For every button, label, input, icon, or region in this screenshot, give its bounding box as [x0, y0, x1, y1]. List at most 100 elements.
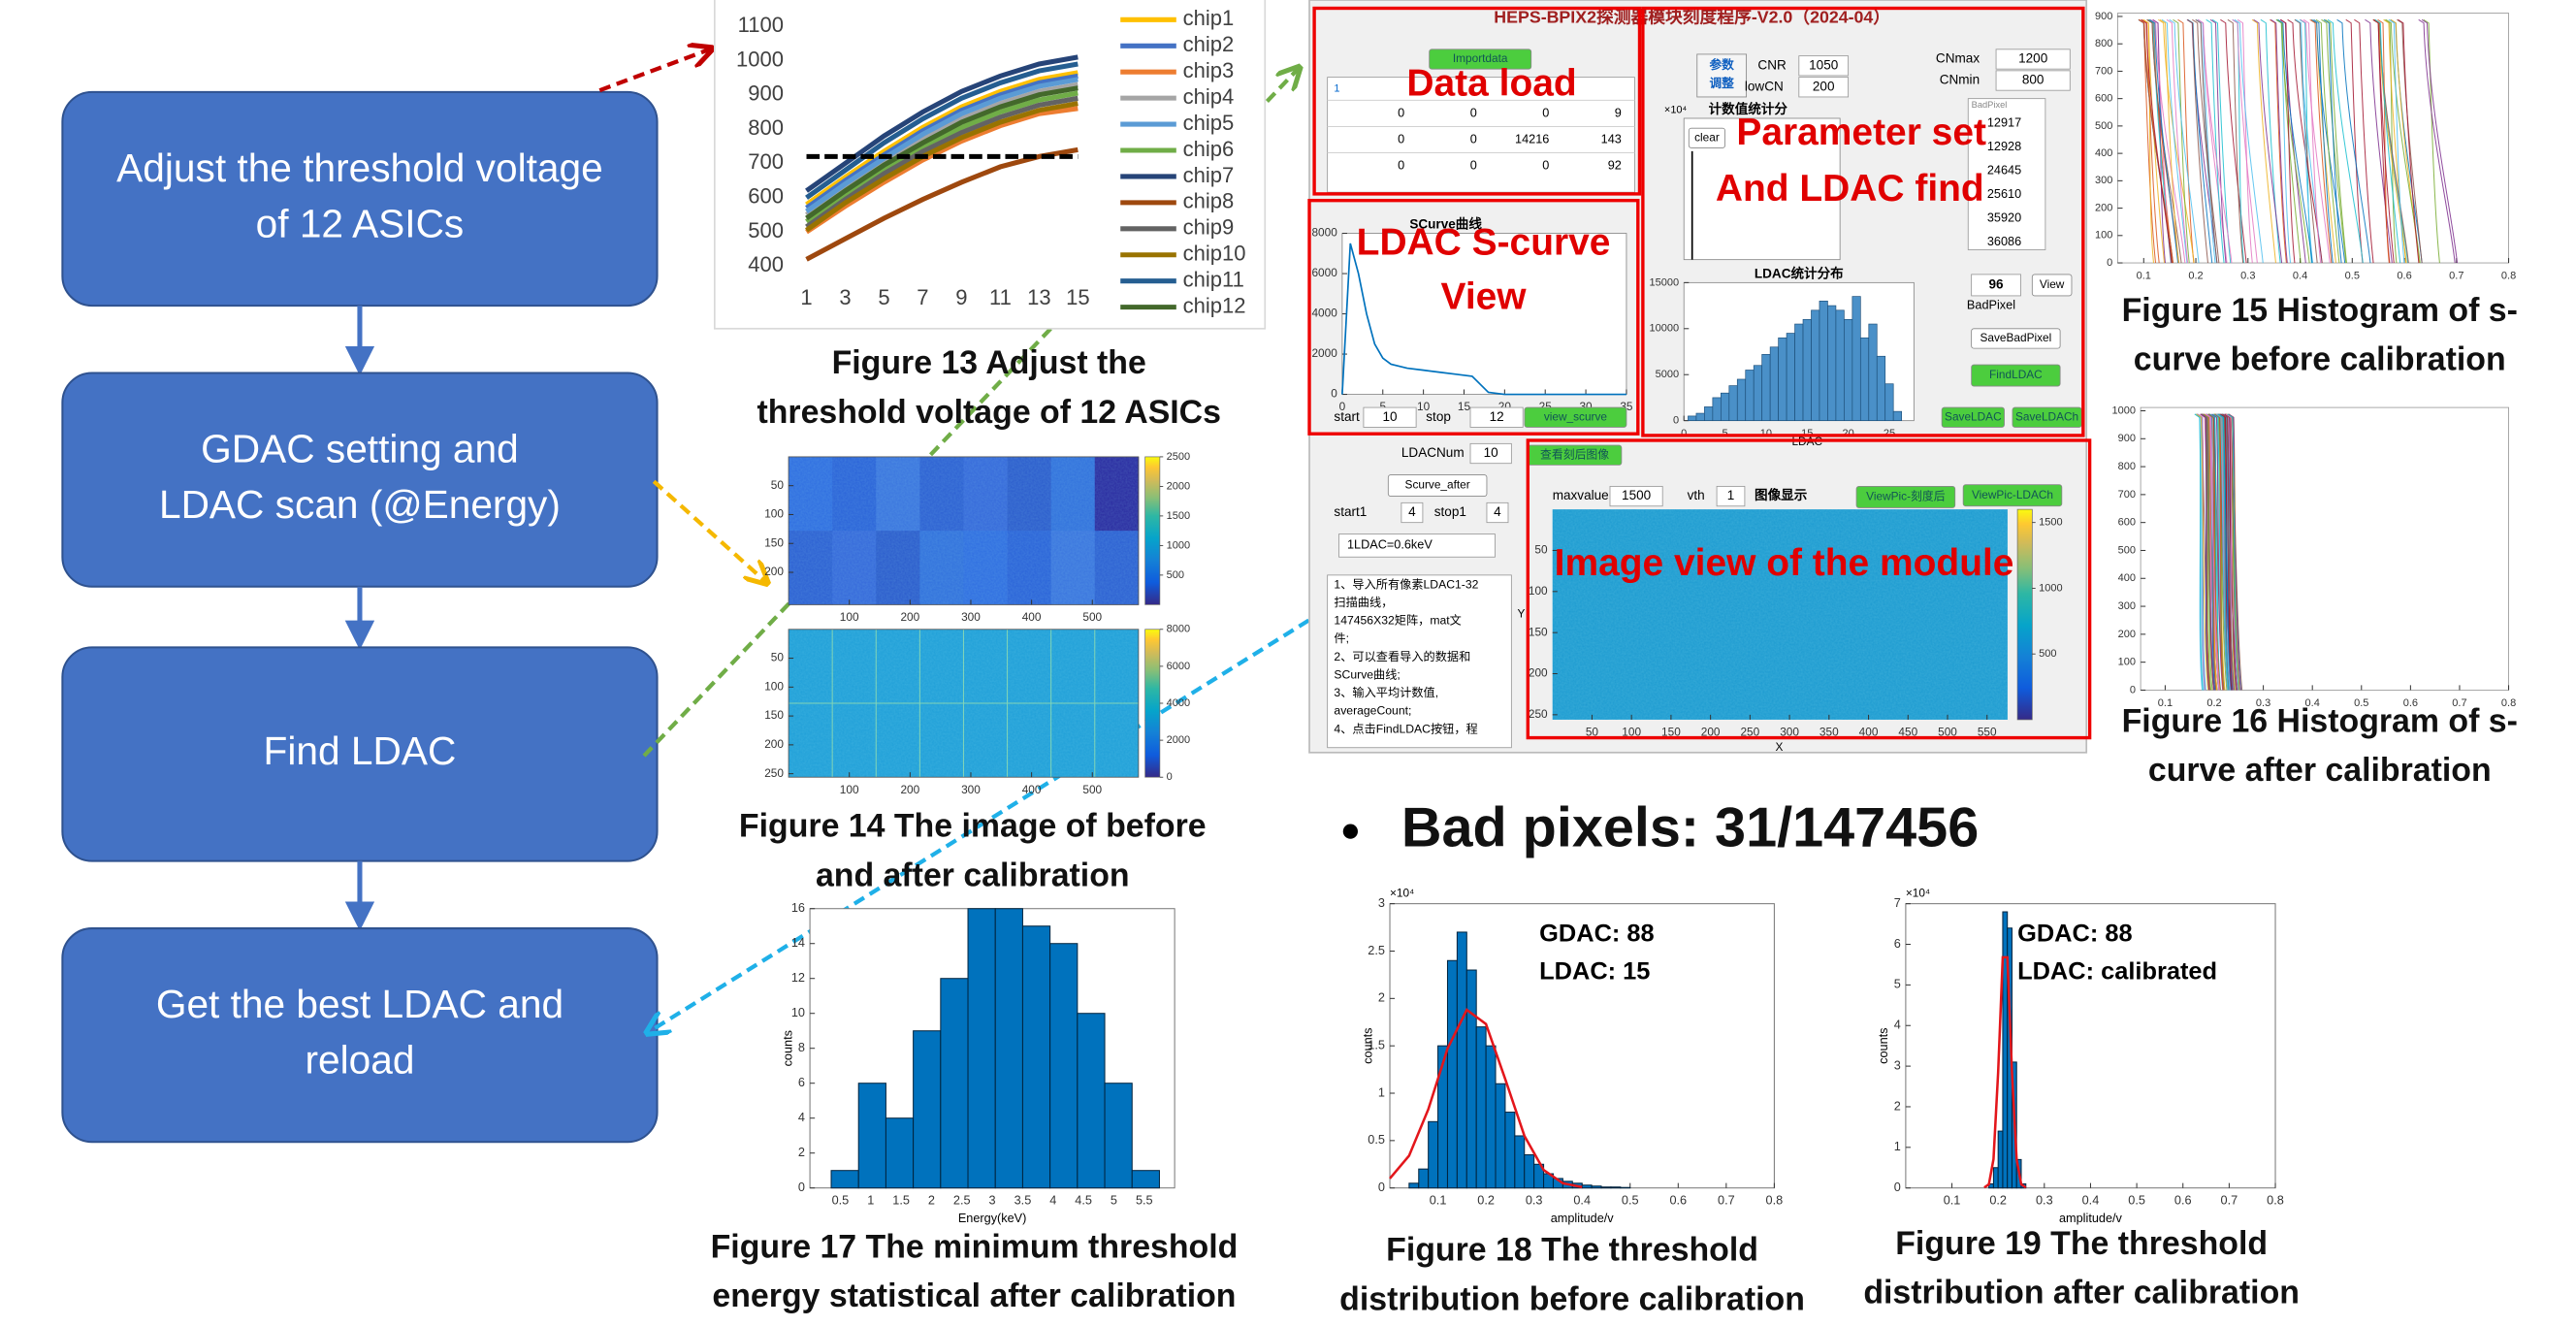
colorbar-label: 1000 — [1167, 539, 1190, 551]
y-tick-label: 900 — [748, 81, 784, 106]
gui-field-label: maxvalue — [1553, 488, 1609, 502]
flow-step — [62, 928, 657, 1142]
figure-caption: Figure 15 Histogram of s- — [2122, 292, 2518, 329]
axis-label: Y — [1518, 607, 1526, 621]
y-tick-label: 3 — [1378, 896, 1385, 910]
gui-button-text: clear — [1694, 130, 1720, 144]
bar — [1601, 1187, 1611, 1188]
y-tick-label: 2 — [1378, 991, 1385, 1005]
y-tick-label: 3 — [1894, 1058, 1901, 1072]
gui-field-value: 800 — [2022, 73, 2045, 87]
figure-caption: distribution after calibration — [1863, 1275, 2300, 1311]
y-tick-label: 800 — [2118, 461, 2136, 472]
y-tick-label: 1100 — [738, 13, 784, 37]
y-tick-label: 300 — [2118, 600, 2136, 612]
gui-field-label: start1 — [1334, 504, 1367, 519]
colorbar-label: 1500 — [1167, 510, 1190, 522]
gui-table-cell: 143 — [1601, 132, 1622, 146]
y-tick-label: 4 — [1894, 1019, 1901, 1032]
figure-caption: curve before calibration — [2134, 341, 2506, 378]
y-tick-label: 14 — [791, 936, 805, 950]
y-tick-label: 8 — [798, 1041, 805, 1054]
x-tick-label: 11 — [989, 285, 1012, 309]
panel-label: LDAC S-curve — [1357, 222, 1611, 264]
x-tick-label: 0.7 — [2221, 1194, 2238, 1208]
bar — [1105, 1083, 1132, 1188]
bar — [1721, 393, 1728, 420]
bar — [1688, 416, 1695, 421]
bar — [995, 909, 1022, 1188]
poster-section: Adjust the threshold voltageof 12 ASICsG… — [0, 0, 2576, 1326]
bar — [1998, 1131, 2003, 1188]
plot-frame — [2141, 407, 2508, 690]
gui-button-text: ViewPic-LDACh — [1972, 488, 2053, 501]
flow-step-text: Get the best LDAC and — [156, 982, 564, 1026]
gui-field-label: vth — [1688, 488, 1705, 502]
y-tick-label: 6 — [1894, 937, 1901, 951]
figure-caption: Figure 13 Adjust the — [832, 344, 1146, 381]
gui-field-value: 10 — [1484, 445, 1498, 460]
gui-label: BadPixel — [1967, 298, 2015, 311]
y-tick-label: 250 — [1529, 707, 1548, 721]
x-tick-label: 0.1 — [1430, 1194, 1447, 1208]
gui-button-text: View — [2040, 277, 2065, 291]
figure-caption: Figure 14 The image of before — [739, 808, 1207, 845]
x-tick-label: 0.8 — [1766, 1194, 1784, 1208]
flow-step-text: Adjust the threshold voltage — [116, 146, 603, 190]
x-tick-label: 0.8 — [2267, 1194, 2284, 1208]
y-tick-label: 600 — [748, 184, 784, 209]
bar — [1457, 932, 1466, 1188]
colorbar-label: 6000 — [1167, 661, 1190, 672]
y-tick-label: 200 — [764, 565, 784, 578]
x-tick-label: 0.3 — [1526, 1194, 1543, 1208]
y-tick-label: 0 — [798, 1180, 805, 1194]
colorbar-label: 2000 — [1167, 480, 1190, 492]
legend-label: chip1 — [1183, 6, 1235, 30]
gui-instruction: 1、导入所有像素LDAC1-32 — [1334, 577, 1478, 591]
gui-instruction: 扫描曲线， — [1334, 596, 1393, 609]
gui-button-text: Scurve_after — [1405, 478, 1470, 492]
y-tick-label: 16 — [791, 901, 805, 915]
heatmap-noise — [789, 630, 1139, 777]
axis-label: counts — [781, 1030, 794, 1066]
y-tick-label: 500 — [2095, 120, 2112, 132]
axis-label: Energy(keV) — [958, 1212, 1027, 1225]
y-tick-label: 6000 — [1311, 266, 1337, 279]
x-tick-label: 0.7 — [2449, 270, 2463, 281]
y-tick-label: 0.5 — [1368, 1133, 1385, 1147]
flow-step — [62, 373, 657, 587]
gui-table-cell: 0 — [1542, 158, 1549, 172]
x-tick-label: 1 — [800, 285, 812, 309]
gui-instruction: averageCount; — [1334, 704, 1411, 718]
colorbar-label: 2500 — [1167, 451, 1190, 463]
figure-caption: Figure 16 Histogram of s- — [2122, 702, 2518, 739]
y-tick-label: 400 — [748, 252, 784, 276]
bullet — [1343, 825, 1358, 839]
gui-button-text: FindLDAC — [1989, 368, 2043, 381]
gui-instruction: 4、点击FindLDAC按钮，程 — [1334, 721, 1477, 735]
legend-label: chip6 — [1183, 137, 1235, 161]
gui-table-header: 1 — [1334, 82, 1339, 94]
colorbar-label: 8000 — [1167, 624, 1190, 635]
x-tick-label: 7 — [917, 285, 928, 309]
y-tick-label: 8000 — [1311, 226, 1337, 240]
figure-caption: curve after calibration — [2148, 752, 2492, 789]
gui-field-value: 1 — [1727, 488, 1735, 502]
gui-table-cell: 92 — [1608, 158, 1622, 172]
x-tick-label: 0.6 — [2174, 1194, 2192, 1208]
axis-label: X — [1776, 740, 1784, 754]
gui-table-cell: 14216 — [1515, 132, 1549, 146]
figure-caption: Figure 19 The threshold — [1895, 1225, 2268, 1262]
x-tick-label: 0.4 — [1573, 1194, 1591, 1208]
y-tick-label: 200 — [1529, 666, 1548, 680]
gui-field-value: 1200 — [2018, 51, 2047, 66]
x-tick-label: 5 — [878, 285, 889, 309]
bar — [1132, 1171, 1159, 1188]
bar — [1827, 306, 1835, 421]
flow-step-text: Find LDAC — [264, 728, 457, 773]
x-tick-label: 0.1 — [1944, 1194, 1961, 1208]
y-tick-label: 10 — [791, 1006, 805, 1019]
x-tick-label: 0.6 — [2397, 270, 2411, 281]
y-tick-label: 900 — [2095, 11, 2112, 22]
x-tick-label: 500 — [1082, 610, 1102, 624]
